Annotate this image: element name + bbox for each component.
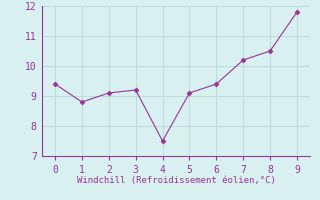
X-axis label: Windchill (Refroidissement éolien,°C): Windchill (Refroidissement éolien,°C) (76, 176, 276, 185)
